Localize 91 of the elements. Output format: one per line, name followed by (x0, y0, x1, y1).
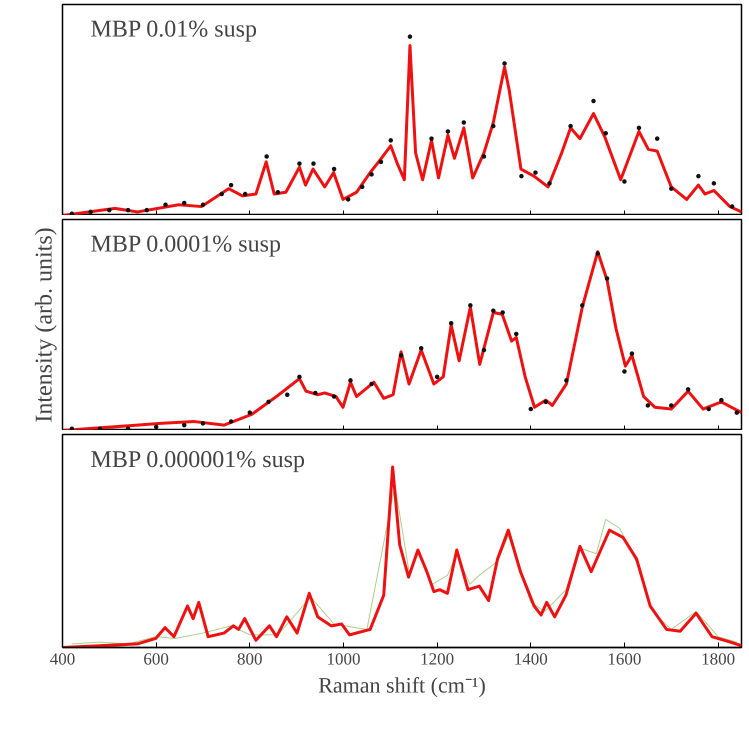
x-tick-label: 1200 (420, 650, 454, 668)
point (669, 186, 674, 191)
point (126, 426, 130, 430)
point (182, 422, 186, 428)
x-tick-label: 400 (50, 650, 76, 668)
point (200, 421, 206, 426)
point (448, 320, 454, 326)
point (297, 374, 302, 380)
point (378, 160, 384, 164)
point (429, 136, 434, 141)
point (646, 403, 650, 408)
point (70, 211, 74, 215)
point (398, 353, 404, 358)
point (219, 192, 224, 196)
point (544, 400, 548, 404)
point (468, 303, 473, 308)
point (126, 208, 130, 212)
point (200, 202, 206, 208)
point (604, 276, 610, 281)
point (580, 303, 585, 308)
point (369, 172, 374, 177)
chart-title: MBP 0.0001% susp (90, 231, 281, 258)
point (98, 426, 102, 430)
point (276, 190, 280, 194)
point (360, 184, 364, 190)
point (696, 174, 701, 178)
point (622, 179, 627, 184)
point (88, 210, 93, 214)
point (248, 410, 252, 415)
chart-title: MBP 0.01% susp (90, 16, 257, 42)
point (502, 61, 507, 66)
point (528, 406, 534, 412)
x-axis-title: Raman shift (cm⁻¹) (318, 672, 486, 698)
point (719, 398, 724, 402)
point (388, 138, 394, 143)
point (264, 154, 269, 159)
point (446, 129, 450, 134)
x-tick-label: 1000 (326, 650, 360, 668)
point (519, 174, 524, 178)
point (332, 166, 336, 172)
x-tick-label: 1800 (701, 650, 736, 668)
point (591, 98, 596, 104)
point (491, 124, 496, 128)
point (182, 200, 186, 206)
point (669, 403, 674, 408)
point (491, 308, 496, 313)
point (313, 390, 318, 396)
x-tick-label: 800 (237, 650, 263, 668)
point (266, 400, 271, 404)
point (595, 251, 600, 256)
point (482, 154, 486, 159)
point (70, 426, 74, 430)
point (107, 208, 112, 212)
point (730, 204, 734, 209)
point (311, 161, 316, 166)
point (242, 192, 248, 196)
point (462, 120, 466, 125)
point (654, 136, 660, 141)
point (228, 182, 234, 188)
point (369, 382, 374, 386)
x-tick-label: 600 (143, 650, 169, 668)
point (706, 406, 711, 412)
point (332, 394, 336, 399)
point (228, 419, 234, 424)
point (346, 197, 350, 202)
point (434, 374, 440, 380)
chart-title: MBP 0.000001% susp (90, 446, 305, 473)
point (418, 346, 424, 350)
point (636, 126, 642, 130)
point (285, 392, 290, 397)
point (630, 351, 634, 356)
point (564, 378, 569, 383)
point (163, 202, 168, 208)
point (297, 161, 302, 166)
point (547, 181, 552, 186)
point (568, 124, 573, 128)
point (603, 131, 608, 136)
point (533, 170, 538, 175)
point (408, 34, 412, 39)
point (686, 387, 690, 392)
point (622, 369, 627, 374)
point (712, 181, 716, 186)
y-axis-title: Intensity (arb. units) (32, 227, 58, 423)
x-tick-label: 1400 (514, 650, 548, 668)
x-tick-label: 1600 (607, 650, 642, 668)
point (348, 378, 353, 383)
point (482, 348, 486, 352)
point (144, 208, 150, 212)
point (734, 410, 740, 415)
point (500, 310, 505, 315)
point (514, 332, 519, 336)
